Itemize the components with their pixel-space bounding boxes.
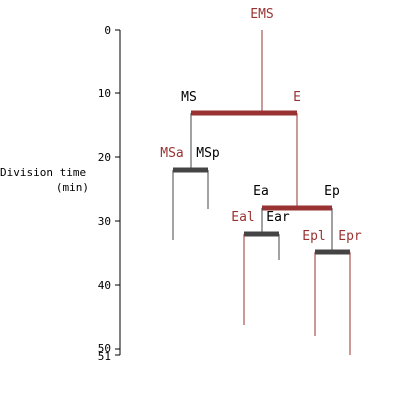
- cell-label-Ea: Ea: [253, 184, 269, 199]
- cell-label-Ear: Ear: [266, 210, 290, 225]
- tick-label: 50: [98, 342, 111, 355]
- tick-label: 0: [104, 24, 111, 37]
- tick-label: 40: [98, 279, 111, 292]
- tick-label: 20: [98, 151, 111, 164]
- cell-labels: EMS MS E MSa MSp Ea Ep Eal Ear Epl Epr: [160, 7, 362, 244]
- cell-label-Ep: Ep: [324, 184, 340, 199]
- tick-label: 10: [98, 87, 111, 100]
- axis-title-unit: (min): [56, 181, 89, 194]
- cell-label-Epl: Epl: [302, 229, 325, 244]
- tick-label: 30: [98, 215, 111, 228]
- cell-label-MSa: MSa: [160, 146, 183, 161]
- lineage-tree: [172, 30, 351, 355]
- axis-title: Division time: [0, 166, 86, 179]
- cell-label-EMS: EMS: [250, 7, 273, 22]
- cell-label-Eal: Eal: [231, 210, 254, 225]
- cell-label-MSp: MSp: [196, 146, 220, 161]
- time-axis: 0 10 20 30 40 50 51 Division time (min): [0, 24, 121, 363]
- tick-label: 51: [98, 350, 111, 363]
- cell-label-Epr: Epr: [338, 229, 362, 244]
- cell-label-MS: MS: [181, 90, 197, 105]
- cell-label-E: E: [293, 90, 301, 105]
